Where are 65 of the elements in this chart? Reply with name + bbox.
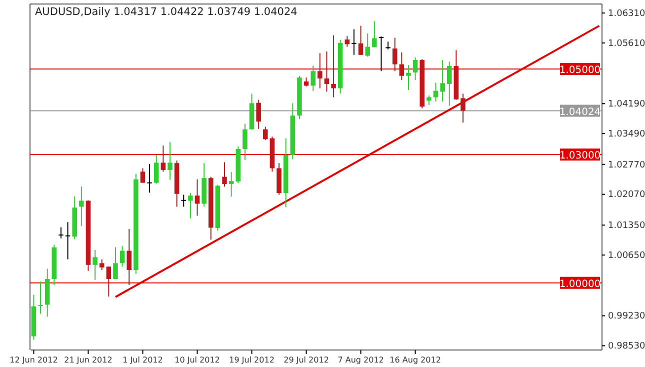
candlestick (263, 126, 268, 141)
candlestick (399, 52, 404, 81)
candlestick (406, 64, 411, 90)
candlestick (160, 145, 166, 172)
candlestick (92, 249, 98, 280)
y-tick-label: 1.04190 (608, 100, 645, 110)
candlestick (358, 25, 364, 56)
candlestick (106, 266, 112, 298)
y-tick-label: 1.02770 (608, 160, 645, 170)
candlestick (344, 36, 350, 48)
candlestick (392, 37, 398, 72)
candlestick (426, 95, 432, 106)
x-tick-label: 19 Jul 2012 (229, 356, 274, 365)
candlestick (256, 99, 261, 130)
candlestick (147, 163, 152, 194)
candlestick (331, 34, 336, 98)
candlestick (38, 281, 43, 314)
candlestick (324, 50, 330, 92)
y-tick-label: 1.03490 (608, 129, 645, 140)
x-tick-label: 7 Aug 2012 (338, 356, 384, 365)
candlestick (440, 60, 445, 102)
chart-title: AUDUSD,Daily 1.04317 1.04422 1.03749 1.04024 (35, 6, 298, 18)
candlestick (194, 178, 200, 216)
candlestick (242, 123, 248, 161)
candlestick (460, 93, 466, 124)
candlestick (372, 20, 377, 48)
y-tick-label: 0.99230 (608, 312, 645, 322)
candlestick (446, 61, 452, 106)
ref-line-label: 1.03000 (559, 150, 601, 162)
candlestick (99, 258, 104, 271)
x-tick-label: 1 Jul 2012 (122, 356, 163, 365)
candlestick (310, 65, 316, 92)
candlestick (412, 56, 418, 81)
candlestick (168, 142, 172, 180)
candlestick (140, 168, 146, 184)
candlestick (181, 194, 186, 208)
x-tick-label: 10 Jul 2012 (174, 356, 220, 365)
candlestick (154, 154, 159, 184)
y-tick-label: 1.00650 (608, 250, 645, 261)
ref-line-label: 1.05000 (559, 65, 601, 76)
candlestick (120, 246, 125, 268)
candlestick (228, 172, 234, 197)
candlestick (352, 28, 356, 56)
ref-line-label: 1.04024 (559, 106, 601, 118)
y-tick-label: 1.06310 (608, 8, 645, 19)
x-tick-label: 29 Jul 2012 (284, 356, 329, 365)
candlestick (318, 52, 322, 89)
candlestick (65, 222, 70, 260)
x-tick-label: 16 Aug 2012 (390, 356, 441, 365)
y-tick-label: 0.98530 (608, 342, 645, 352)
candlestick (386, 41, 390, 50)
candlestick (126, 228, 132, 286)
candlestick (58, 226, 64, 239)
x-tick-label: 12 Jun 2012 (10, 356, 58, 365)
y-tick-label: 1.05610 (608, 38, 645, 49)
candlestick (188, 192, 193, 219)
candlestick (365, 33, 370, 58)
x-tick-label: 21 Jun 2012 (64, 356, 112, 365)
ref-line-label: 1.00000 (559, 278, 601, 290)
y-tick-label: 1.02070 (608, 190, 645, 200)
candlestick (113, 246, 118, 280)
y-tick-label: 1.01350 (608, 220, 645, 231)
candlestick (79, 186, 84, 226)
candlestick (222, 162, 227, 188)
candlestick (378, 36, 384, 72)
